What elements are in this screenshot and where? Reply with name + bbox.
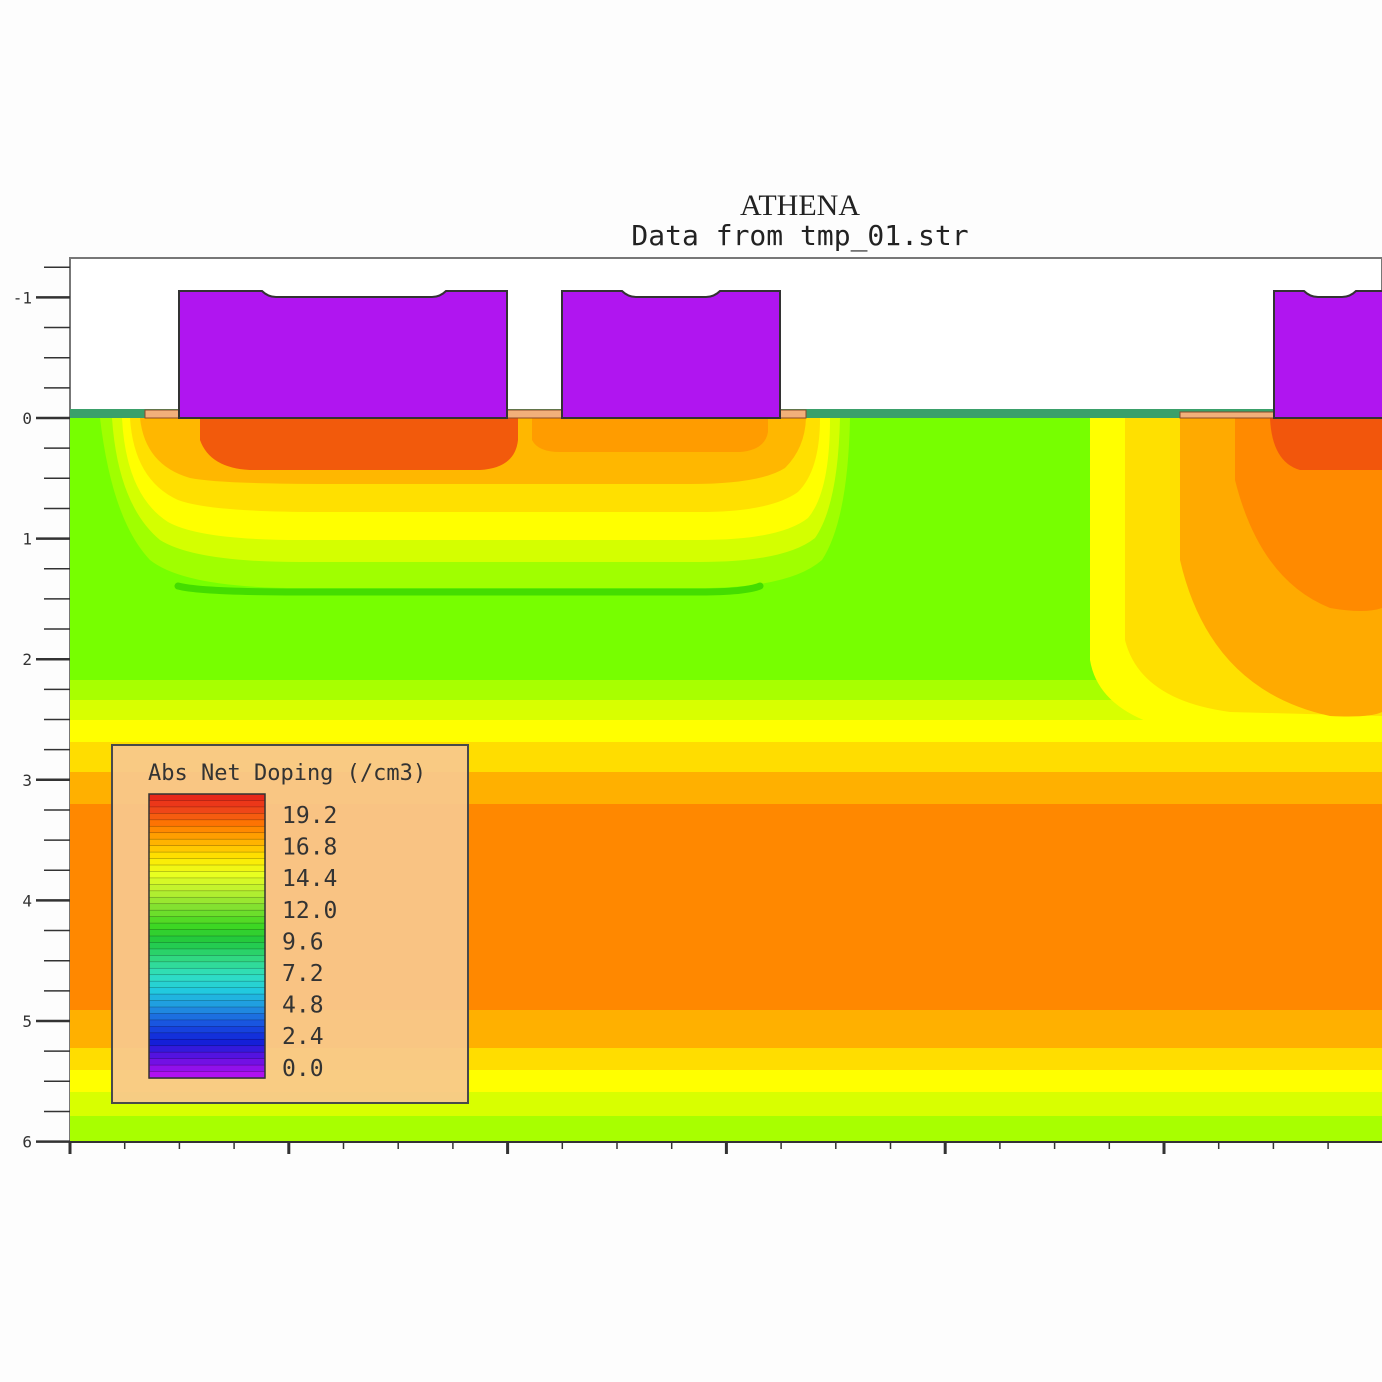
legend-color-step (148, 819, 266, 828)
legend-color-step (148, 909, 266, 918)
legend-color-step (148, 890, 266, 899)
gate-block-2 (561, 290, 781, 419)
legend-color-step (148, 961, 266, 970)
legend-color-step (148, 1013, 266, 1021)
right-pocket-red (1270, 418, 1382, 470)
legend-color-step (148, 942, 266, 950)
y-tick-label: 0 (22, 409, 32, 428)
x-axis (68, 1141, 1382, 1154)
legend-color-step (148, 1019, 266, 1028)
legend-tick-label: 7.2 (282, 961, 324, 987)
legend-color-step (148, 1032, 266, 1041)
legend-color-step (148, 871, 266, 879)
sd-region-middle (532, 418, 768, 452)
legend-color-step (148, 884, 266, 892)
y-tick-label: 3 (22, 771, 32, 790)
legend-color-step (148, 935, 266, 944)
legend-color-step (148, 1026, 266, 1034)
legend-color-step (148, 858, 266, 866)
legend-colorbar-frame (148, 793, 266, 1079)
y-tick-label: 5 (22, 1012, 32, 1031)
band-green-light (70, 680, 1382, 700)
legend-color-step (148, 1000, 266, 1008)
chart-subtitle: Data from tmp_01.str (631, 219, 968, 253)
sd-region-left-red (200, 418, 518, 470)
legend-color-step (148, 832, 266, 840)
gate-block-3 (1273, 290, 1382, 419)
legend-color-step (148, 800, 266, 808)
legend-color-step (148, 948, 266, 957)
legend-color-step (148, 838, 266, 847)
legend-tick-label: 4.8 (282, 993, 324, 1019)
legend-color-step (148, 825, 266, 834)
band-green-light-2 (70, 1116, 1382, 1142)
gate-block-1 (178, 290, 508, 419)
legend-color-step (148, 1051, 266, 1060)
legend: Abs Net Doping (/cm3) 19.2 16.8 14.4 12.0 9.… (111, 744, 469, 1104)
legend-tick-label: 9.6 (282, 929, 324, 955)
legend-color-step (148, 967, 266, 976)
y-axis: -1 0 1 2 3 4 5 6 (13, 266, 70, 1152)
legend-tick-label: 2.4 (282, 1024, 324, 1050)
y-tick-label: 4 (22, 891, 32, 910)
y-tick-label: 6 (22, 1133, 32, 1152)
legend-color-step (148, 1058, 266, 1066)
legend-color-step (148, 1006, 266, 1015)
legend-color-step (148, 864, 266, 873)
legend-color-step (148, 929, 266, 937)
band-yellowgreen (70, 700, 1382, 720)
legend-color-step (148, 916, 266, 924)
legend-colorbar (148, 793, 266, 1079)
legend-color-step (148, 806, 266, 815)
legend-tick-label: 16.8 (282, 835, 337, 861)
legend-color-step (148, 955, 266, 963)
legend-color-step (148, 1038, 266, 1047)
y-tick-label: 2 (22, 650, 32, 669)
chart-title: ATHENA (740, 189, 860, 222)
legend-color-step (148, 993, 266, 1002)
legend-color-step (148, 877, 266, 886)
y-tick-label: -1 (13, 288, 32, 307)
legend-color-step (148, 974, 266, 982)
legend-color-step (148, 922, 266, 931)
legend-color-step (148, 845, 266, 853)
legend-color-step (148, 896, 266, 905)
legend-title: Abs Net Doping (/cm3) (148, 761, 426, 786)
legend-color-step (148, 813, 266, 821)
legend-color-step (148, 987, 266, 995)
legend-color-step (148, 903, 266, 911)
legend-tick-label: 0.0 (282, 1056, 324, 1082)
legend-color-step (148, 851, 266, 860)
legend-tick-label: 19.2 (282, 803, 337, 829)
legend-color-step (148, 793, 266, 802)
legend-tick-labels: 19.2 16.8 14.4 12.0 9.6 7.2 4.8 2.4 0.0 (282, 803, 337, 1082)
legend-tick-label: 12.0 (282, 898, 337, 924)
legend-color-step (148, 1045, 266, 1053)
band-yellow (70, 720, 1382, 742)
legend-tick-label: 14.4 (282, 866, 337, 892)
legend-color-step (148, 980, 266, 989)
legend-color-step (148, 1064, 266, 1073)
left-junction-green-line (174, 582, 764, 596)
y-tick-label: 1 (22, 530, 32, 549)
